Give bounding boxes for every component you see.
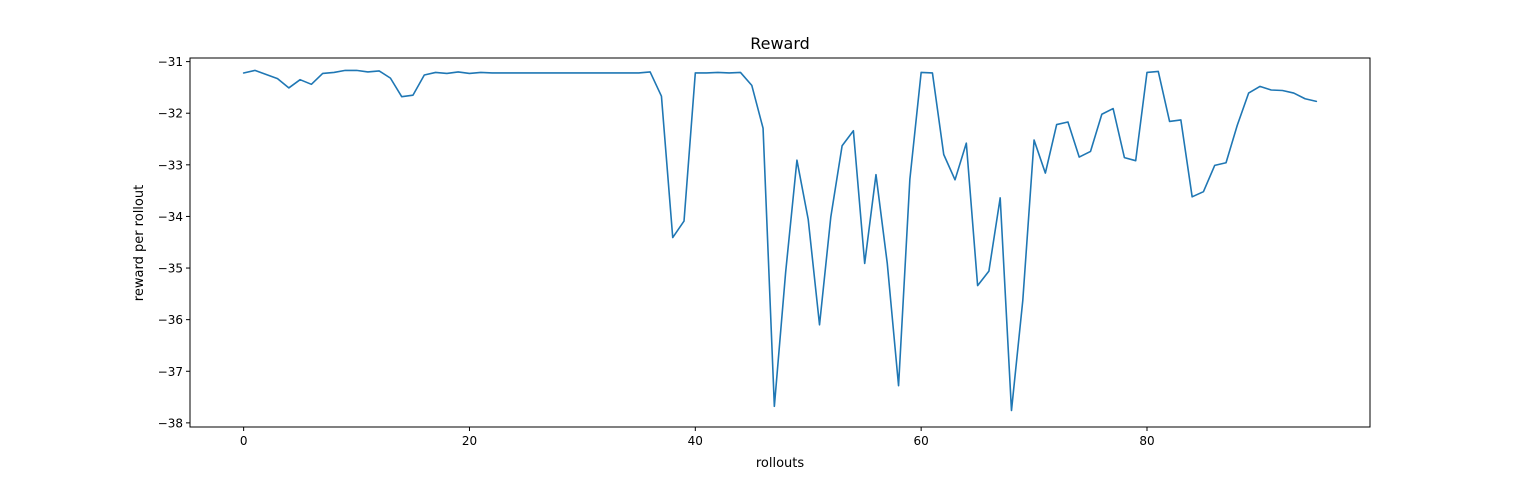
x-tick-label: 40	[688, 434, 703, 448]
chart-title: Reward	[750, 34, 810, 53]
y-tick-label: −38	[158, 416, 183, 430]
x-tick-label: 60	[914, 434, 929, 448]
y-tick-label: −36	[158, 313, 183, 327]
y-tick-label: −31	[158, 55, 183, 69]
x-tick-label: 0	[240, 434, 248, 448]
x-axis-ticks: 0 20 40 60 80	[240, 427, 1155, 448]
y-tick-label: −37	[158, 365, 183, 379]
x-tick-label: 20	[462, 434, 477, 448]
plot-area	[189, 57, 1371, 428]
y-axis-ticks: −31 −32 −33 −34 −35 −36 −37 −38	[158, 55, 190, 430]
x-axis-label: rollouts	[756, 456, 805, 471]
y-tick-label: −33	[158, 158, 183, 172]
x-tick-label: 80	[1139, 434, 1154, 448]
y-axis-label: reward per rollout	[132, 185, 147, 301]
series-line	[242, 69, 1318, 412]
y-tick-label: −32	[158, 107, 183, 121]
y-tick-label: −34	[158, 210, 183, 224]
plot-frame	[189, 57, 1371, 428]
y-tick-label: −35	[158, 262, 183, 276]
